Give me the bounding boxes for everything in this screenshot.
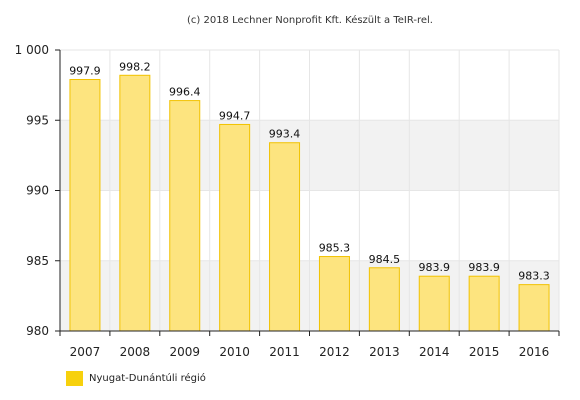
x-tick-label-2012: 2012: [319, 345, 350, 359]
bar-2013: [368, 267, 400, 332]
bar-2016: [518, 284, 550, 332]
y-tick-label: 985: [26, 254, 49, 268]
legend-swatch: [66, 371, 83, 386]
chart-caption: (c) 2018 Lechner Nonprofit Kft. Készült …: [187, 14, 433, 26]
data-label-2010: 994.7: [219, 109, 251, 122]
y-tick-label: 995: [26, 113, 49, 127]
y-tick-label: 1 000: [15, 43, 49, 57]
x-tick-label-2008: 2008: [120, 345, 151, 359]
y-tick-label: 990: [26, 184, 49, 198]
data-label-2011: 993.4: [269, 128, 301, 141]
data-label-2015: 983.9: [468, 261, 500, 274]
data-label-2013: 984.5: [369, 253, 401, 266]
legend-label: Nyugat-Dunántúli régió: [89, 373, 206, 384]
bar-2011: [269, 142, 301, 332]
bars: [69, 74, 550, 332]
x-tick-labels: 2007 2008 2009 2010 2011 2012 2013 2014 2015 2016: [59, 331, 560, 359]
bar-2009: [169, 100, 201, 332]
y-tick-label: 980: [26, 324, 49, 338]
data-label-2014: 983.9: [419, 261, 451, 274]
x-tick-label-2007: 2007: [70, 345, 101, 359]
data-label-2008: 998.2: [119, 60, 151, 73]
y-tick-labels: 980 985 990 995 1 000: [15, 43, 60, 338]
bar-2014: [418, 275, 450, 332]
x-tick-label-2011: 2011: [269, 345, 300, 359]
bar-2012: [318, 256, 350, 332]
legend: Nyugat-Dunántúli régió: [66, 371, 206, 386]
x-tick-label-2016: 2016: [519, 345, 550, 359]
x-tick-label-2014: 2014: [419, 345, 450, 359]
data-label-2009: 996.4: [169, 86, 201, 99]
x-tick-label-2013: 2013: [369, 345, 400, 359]
bar-2015: [468, 275, 500, 332]
data-label-2007: 997.9: [69, 65, 101, 78]
x-tick-label-2009: 2009: [169, 345, 200, 359]
data-labels: 997.9 998.2 996.4 994.7 993.4 985.3 984.5 983.9…: [69, 60, 550, 282]
bar-2008: [119, 74, 151, 332]
bar-2007: [69, 79, 101, 332]
x-tick-label-2015: 2015: [469, 345, 500, 359]
bar-2010: [219, 123, 251, 332]
x-tick-label-2010: 2010: [219, 345, 250, 359]
data-label-2012: 985.3: [319, 242, 351, 255]
data-label-2016: 983.3: [518, 270, 550, 283]
